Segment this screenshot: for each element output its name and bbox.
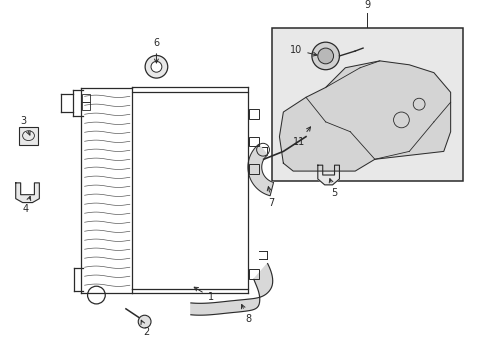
Circle shape — [145, 55, 167, 78]
Circle shape — [311, 42, 339, 70]
Text: 2: 2 — [141, 320, 149, 337]
Bar — [248, 164, 258, 174]
Text: 11: 11 — [292, 127, 310, 147]
Bar — [248, 109, 258, 119]
Text: 8: 8 — [241, 305, 250, 324]
Circle shape — [138, 315, 151, 328]
Text: 7: 7 — [266, 187, 274, 208]
Text: 1: 1 — [194, 287, 213, 302]
Polygon shape — [247, 144, 273, 196]
Polygon shape — [279, 61, 450, 171]
Bar — [271, 28, 463, 181]
Text: 6: 6 — [153, 38, 159, 63]
Polygon shape — [190, 264, 272, 315]
Bar — [81, 94, 89, 102]
Polygon shape — [317, 165, 339, 185]
Circle shape — [317, 48, 333, 64]
Bar — [19, 127, 38, 144]
Polygon shape — [16, 183, 39, 203]
Text: 4: 4 — [22, 196, 31, 215]
Bar — [81, 102, 89, 110]
Text: 10: 10 — [289, 45, 316, 56]
Bar — [248, 270, 258, 279]
Bar — [248, 137, 258, 147]
Circle shape — [151, 61, 162, 72]
Text: 3: 3 — [20, 116, 30, 135]
Text: 5: 5 — [328, 179, 337, 198]
Text: 9: 9 — [364, 0, 370, 10]
